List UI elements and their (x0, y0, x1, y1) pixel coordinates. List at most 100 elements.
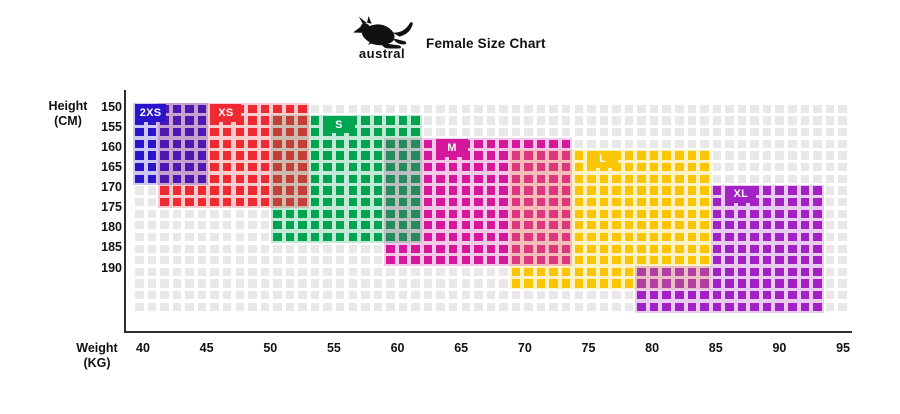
grid-cell (549, 116, 558, 125)
grid-cell (561, 151, 571, 160)
grid-cell (411, 197, 420, 207)
y-axis-title-line1: Height (48, 99, 88, 113)
grid-cell (712, 139, 722, 148)
grid-cell (323, 104, 332, 113)
grid-cell (235, 244, 245, 253)
grid-cell (536, 116, 546, 125)
kangaroo-icon (352, 16, 414, 50)
grid-cell (135, 244, 144, 253)
grid-cell (323, 256, 332, 265)
grid-cell (361, 256, 370, 265)
grid-cell (662, 162, 671, 172)
grid-cell (235, 267, 245, 277)
grid-cell (825, 186, 835, 195)
grid-cell (587, 174, 596, 183)
grid-cell (411, 302, 420, 312)
grid-cell (700, 244, 709, 253)
grid-cell (637, 139, 646, 148)
y-axis-title: Height (CM) (36, 99, 100, 128)
grid-cell (725, 302, 734, 312)
grid-cell (649, 116, 659, 125)
grid-cell (737, 256, 747, 265)
grid-cell (775, 116, 784, 125)
grid-cell (649, 162, 659, 172)
grid-cell (624, 151, 634, 160)
grid-cell (624, 291, 634, 300)
grid-cell (461, 302, 471, 312)
grid-cell (549, 104, 558, 113)
grid-cell (260, 221, 270, 230)
grid-cell (612, 244, 621, 253)
grid-cell (298, 197, 307, 207)
grid-cell (662, 279, 671, 288)
region-tint-s (271, 114, 422, 243)
grid-cell (599, 291, 609, 300)
grid-cell (549, 174, 558, 183)
grid-cell (649, 104, 659, 113)
grid-cell (624, 221, 634, 230)
grid-cell (524, 139, 533, 148)
grid-cell (386, 197, 395, 207)
grid-cell (248, 151, 257, 160)
grid-cell (461, 162, 471, 172)
grid-cell (612, 302, 621, 312)
grid-cell (298, 116, 307, 125)
grid-cell (411, 186, 420, 195)
grid-cell (675, 174, 684, 183)
grid-cell (361, 244, 370, 253)
grid-cell (423, 244, 433, 253)
grid-cell (788, 116, 797, 125)
grid-cell (323, 162, 332, 172)
grid-cell (160, 162, 169, 172)
grid-cell (335, 151, 345, 160)
grid-cell (762, 232, 772, 242)
grid-cell (273, 151, 282, 160)
grid-cell (185, 244, 194, 253)
grid-cell (197, 104, 207, 113)
grid-cell (373, 209, 383, 218)
grid-cell (624, 302, 634, 312)
grid-cell (536, 139, 546, 148)
grid-cell (310, 209, 320, 218)
grid-cell (461, 244, 471, 253)
grid-cell (511, 302, 521, 312)
grid-cell (361, 302, 370, 312)
grid-cell (775, 174, 784, 183)
grid-cell (373, 256, 383, 265)
grid-cell (675, 256, 684, 265)
grid-cell (398, 267, 408, 277)
grid-cell (411, 279, 420, 288)
grid-cell (725, 221, 734, 230)
grid-cell (838, 291, 847, 300)
grid-cell (423, 151, 433, 160)
grid-cell (172, 221, 182, 230)
grid-cell (486, 267, 496, 277)
grid-cell (825, 256, 835, 265)
grid-cell (574, 302, 584, 312)
y-tick-label: 185 (101, 240, 122, 255)
grid-cell (147, 221, 157, 230)
grid-cell (637, 197, 646, 207)
grid-cell (561, 244, 571, 253)
grid-cell (248, 279, 257, 288)
grid-cell (160, 127, 169, 137)
x-tick-label: 75 (581, 341, 596, 355)
grid-cell (561, 291, 571, 300)
grid-cell (775, 151, 784, 160)
grid-cell (474, 291, 483, 300)
grid-cell (310, 104, 320, 113)
grid-cell (147, 209, 157, 218)
grid-cell (574, 232, 584, 242)
grid-cell (813, 267, 822, 277)
grid-cell (147, 186, 157, 195)
grid-cell (662, 116, 671, 125)
grid-cell (775, 221, 784, 230)
grid-cell (762, 244, 772, 253)
grid-cell (549, 302, 558, 312)
grid-cell (147, 127, 157, 137)
grid-cell (197, 151, 207, 160)
grid-cell (335, 174, 345, 183)
grid-cell (825, 104, 835, 113)
grid-cell (499, 127, 508, 137)
grid-cell (788, 209, 797, 218)
